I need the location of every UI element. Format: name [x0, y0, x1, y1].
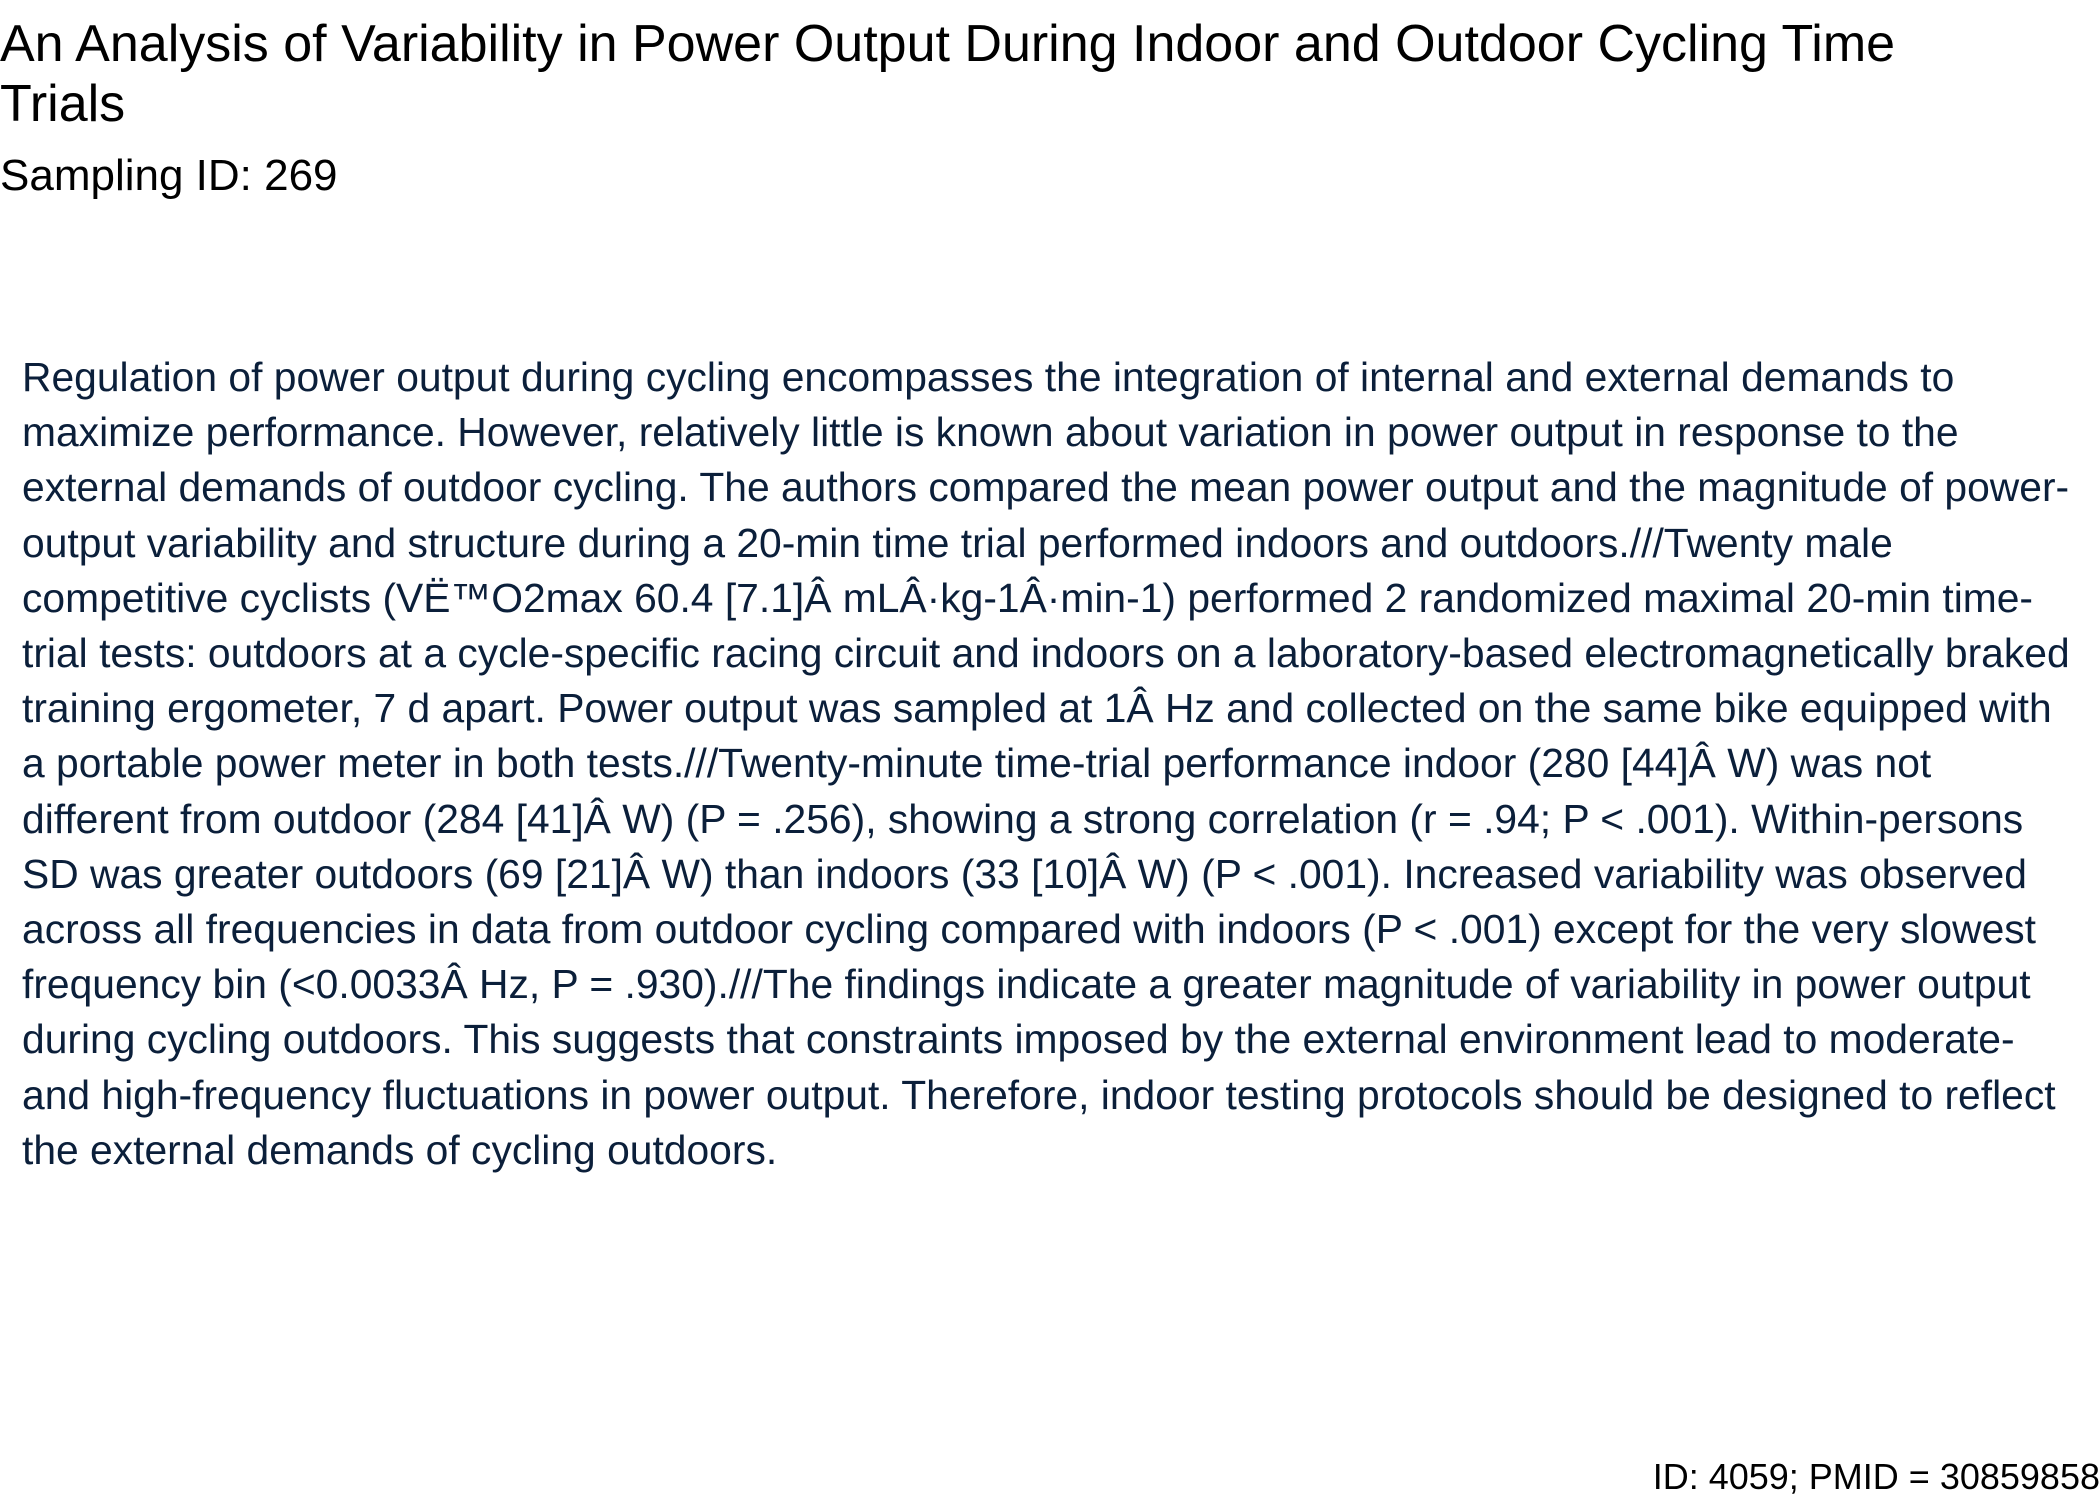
document-id-footer: ID: 4059; PMID = 30859858 — [1652, 1456, 2100, 1497]
page-title: An Analysis of Variability in Power Outp… — [0, 15, 1896, 133]
abstract-text: Regulation of power output during cyclin… — [22, 354, 2070, 1173]
sampling-id: Sampling ID: 269 — [0, 151, 338, 200]
